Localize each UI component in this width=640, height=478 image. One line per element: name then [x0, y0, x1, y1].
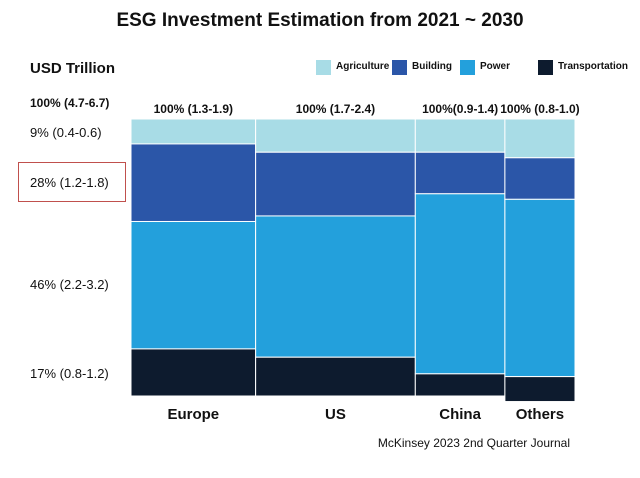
- row-label-building: 28% (1.2-1.8): [30, 175, 109, 190]
- row-label-power: 46% (2.2-3.2): [30, 277, 109, 292]
- category-label-china: China: [439, 406, 481, 423]
- legend-label-agriculture: Agriculture: [336, 61, 390, 72]
- bar-segment-others-transportation: [504, 376, 576, 403]
- row-label-agriculture: 9% (0.4-0.6): [30, 125, 102, 140]
- bar-segment-others-power: [504, 198, 576, 378]
- bar-segment-us-transportation: [255, 356, 416, 397]
- bar-segment-europe-transportation: [130, 348, 257, 397]
- legend-swatch-transportation: [538, 60, 553, 75]
- legend-swatch-agriculture: [316, 60, 331, 75]
- bar-segment-us-agriculture: [255, 118, 416, 153]
- column-total-label-others: 100% (0.8-1.0): [500, 102, 579, 116]
- legend-label-transportation: Transportation: [558, 61, 629, 72]
- bar-segment-others-building: [504, 157, 576, 200]
- bar-segment-china-agriculture: [414, 118, 506, 153]
- bar-segment-us-power: [255, 215, 416, 358]
- column-total-label-europe: 100% (1.3-1.9): [154, 102, 233, 116]
- bar-segment-china-building: [414, 151, 506, 195]
- source-note: McKinsey 2023 2nd Quarter Journal: [377, 436, 570, 450]
- bar-segment-china-transportation: [414, 373, 506, 397]
- category-label-us: US: [325, 406, 346, 423]
- unit-label: USD Trillion: [30, 60, 116, 77]
- bar-segment-others-agriculture: [504, 118, 576, 159]
- bar-segment-europe-agriculture: [130, 118, 257, 145]
- total-label: 100% (4.7-6.7): [30, 96, 110, 110]
- bar-segment-europe-building: [130, 143, 257, 222]
- bar-segment-us-building: [255, 151, 416, 217]
- column-total-label-china: 100%(0.9-1.4): [422, 102, 498, 116]
- chart-title: ESG Investment Estimation from 2021 ~ 20…: [116, 10, 524, 31]
- legend-swatch-power: [460, 60, 475, 75]
- legend-label-building: Building: [412, 61, 452, 72]
- highlight-box: [18, 162, 126, 202]
- bar-segment-europe-power: [130, 220, 257, 350]
- legend-swatch-building: [392, 60, 407, 75]
- legend-label-power: Power: [480, 61, 511, 72]
- category-label-europe: Europe: [167, 406, 219, 423]
- bar-segment-china-power: [414, 193, 506, 375]
- category-label-others: Others: [516, 406, 564, 423]
- row-label-transportation: 17% (0.8-1.2): [30, 366, 109, 381]
- column-total-label-us: 100% (1.7-2.4): [296, 102, 375, 116]
